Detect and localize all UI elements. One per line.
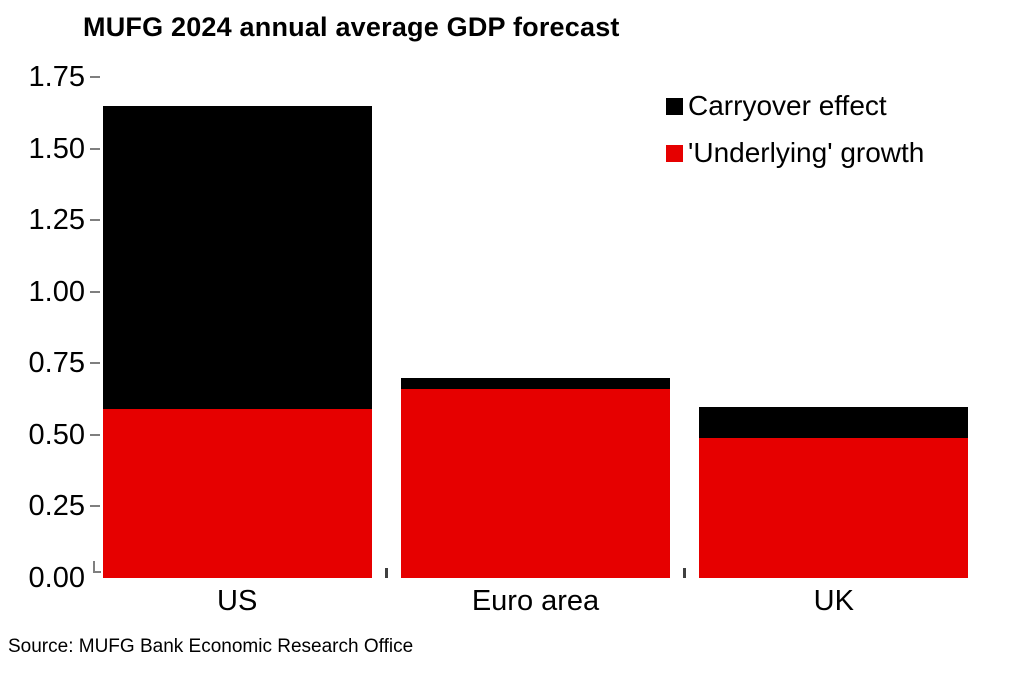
y-axis-tick: [90, 290, 100, 293]
y-axis-tick-label: 0.50: [28, 418, 85, 451]
bar-carryover-UK: [699, 407, 969, 438]
y-axis-tick: [90, 362, 100, 365]
y-axis-tick-label: 0.75: [28, 347, 85, 380]
y-axis-tick-label: 1.50: [28, 132, 85, 165]
legend-swatch-icon: [666, 97, 683, 115]
y-axis-tick-label: 0.25: [28, 490, 85, 523]
origin-corner-tick: [93, 561, 95, 572]
legend-label: Carryover effect: [688, 90, 887, 121]
y-axis-tick-label: 0.00: [28, 562, 85, 594]
x-axis-category-label: Euro area: [471, 585, 600, 617]
y-axis-tick: [90, 147, 100, 150]
y-axis-tick-label: 1.00: [28, 275, 85, 308]
y-axis-tick-label: 1.25: [28, 204, 85, 237]
x-axis-boundary-tick: [683, 568, 687, 578]
origin-corner-tick: [93, 571, 101, 573]
y-axis-tick: [90, 219, 100, 222]
x-axis-category-label: US: [217, 585, 258, 617]
y-axis-tick: [90, 505, 100, 508]
bar-carryover-Euro area: [400, 378, 670, 389]
legend-label: 'Underlying' growth: [688, 137, 925, 168]
bar-underlying-Euro area: [400, 389, 670, 578]
source-note: Source: MUFG Bank Economic Research Offi…: [8, 636, 414, 657]
chart-title: MUFG 2024 annual average GDP forecast: [83, 12, 620, 42]
legend-item-carryover: Carryover effect: [666, 89, 887, 123]
legend-item-underlying: 'Underlying' growth: [666, 136, 924, 170]
y-axis-tick: [90, 75, 100, 78]
x-axis-category-label: UK: [813, 585, 854, 617]
legend-swatch-icon: [666, 144, 683, 162]
y-axis-tick-label: 1.75: [28, 60, 85, 93]
x-axis-boundary-tick: [384, 568, 388, 578]
bar-underlying-UK: [699, 438, 969, 578]
bar-carryover-US: [102, 106, 372, 409]
bar-underlying-US: [102, 409, 372, 578]
y-axis-tick: [90, 433, 100, 436]
